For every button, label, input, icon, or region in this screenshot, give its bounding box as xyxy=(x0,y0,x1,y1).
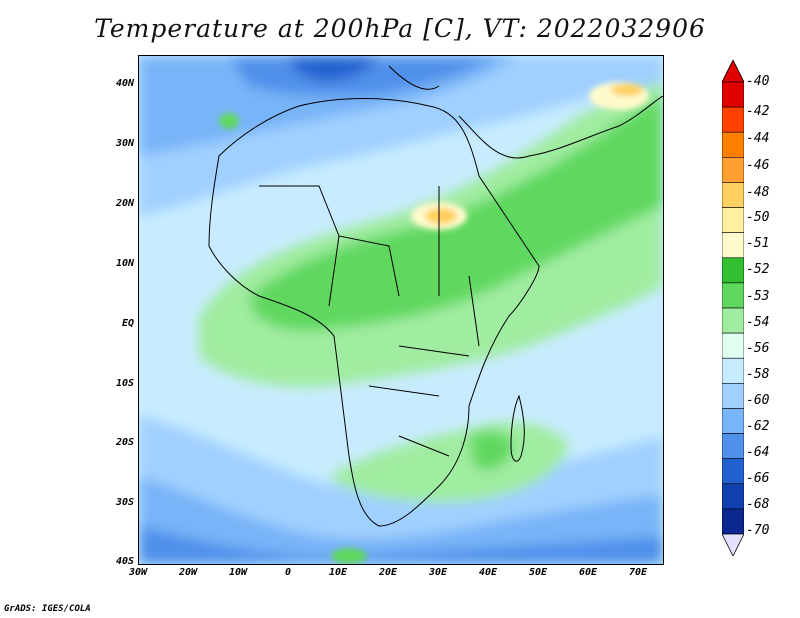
colorbar-swatch xyxy=(722,357,744,384)
colorbar-label: -58 xyxy=(746,367,770,382)
temperature-field xyxy=(139,56,663,564)
temperature-map xyxy=(138,55,664,565)
lon-label-20w: 20W xyxy=(178,567,198,578)
colorbar-swatch xyxy=(722,332,744,359)
lat-label-40s: 40S xyxy=(115,556,134,567)
colorbar-label: -60 xyxy=(746,393,770,408)
colorbar-label: -40 xyxy=(746,74,770,89)
colorbar-bottom-arrow xyxy=(722,533,744,556)
lon-label-20e: 20E xyxy=(378,567,398,578)
colorbar-label: -53 xyxy=(746,289,770,304)
colorbar-top-arrow xyxy=(722,60,744,83)
colorbar-swatch xyxy=(722,157,744,183)
credit-text: GrADS: IGES/COLA xyxy=(4,604,91,614)
lon-label-60e: 60E xyxy=(578,567,598,578)
colorbar-label: -62 xyxy=(746,419,770,434)
colorbar-swatch xyxy=(722,232,744,259)
colorbar-swatch xyxy=(722,131,744,158)
lon-label-30w: 30W xyxy=(128,567,148,578)
colorbar-swatch xyxy=(722,81,744,108)
colorbar-label: -50 xyxy=(746,210,770,225)
lon-label-0: 0 xyxy=(284,567,292,578)
lat-label-30s: 30S xyxy=(115,497,134,508)
colorbar-swatch xyxy=(722,433,744,459)
colorbar-label: -42 xyxy=(746,104,770,119)
lon-label-30e: 30E xyxy=(428,567,448,578)
colorbar-label: -44 xyxy=(746,131,770,146)
lat-label-10n: 10N xyxy=(115,258,134,269)
lon-label-10e: 10E xyxy=(328,567,348,578)
colorbar-label: -48 xyxy=(746,185,770,200)
colorbar-swatch xyxy=(722,106,744,133)
lon-label-40e: 40E xyxy=(478,567,498,578)
lat-label-20s: 20S xyxy=(115,437,134,448)
colorbar-label: -52 xyxy=(746,262,770,277)
lat-label-20n: 20N xyxy=(115,198,134,209)
colorbar-label: -56 xyxy=(746,341,770,356)
lon-label-10w: 10W xyxy=(228,567,248,578)
lon-label-50e: 50E xyxy=(528,567,548,578)
coastlines xyxy=(208,65,663,527)
colorbar-label: -66 xyxy=(746,471,770,486)
colorbar-swatch xyxy=(722,383,744,409)
colorbar-label: -54 xyxy=(746,315,770,330)
colorbar-label: -51 xyxy=(746,236,770,251)
colorbar-swatch xyxy=(722,207,744,233)
lon-label-70e: 70E xyxy=(628,567,648,578)
map-canvas xyxy=(139,56,663,564)
colorbar-label: -68 xyxy=(746,497,770,512)
colorbar-swatch xyxy=(722,483,744,510)
colorbar-swatch xyxy=(722,508,744,535)
colorbar xyxy=(722,60,744,556)
colorbar-swatch xyxy=(722,282,744,309)
colorbar-swatch xyxy=(722,257,744,284)
colorbar-swatch xyxy=(722,458,744,485)
colorbar-swatch xyxy=(722,182,744,208)
colorbar-label: -64 xyxy=(746,445,770,460)
lat-label-30n: 30N xyxy=(115,138,134,149)
lat-label-10s: 10S xyxy=(115,378,134,389)
colorbar-label: -70 xyxy=(746,523,770,538)
lat-label-40n: 40N xyxy=(115,78,134,89)
colorbar-swatch xyxy=(722,408,744,434)
colorbar-label: -46 xyxy=(746,158,770,173)
colorbar-swatch xyxy=(722,307,744,334)
lat-label-eq: EQ xyxy=(121,318,134,329)
map-title: Temperature at 200hPa [C], VT: 202203290… xyxy=(94,14,706,43)
